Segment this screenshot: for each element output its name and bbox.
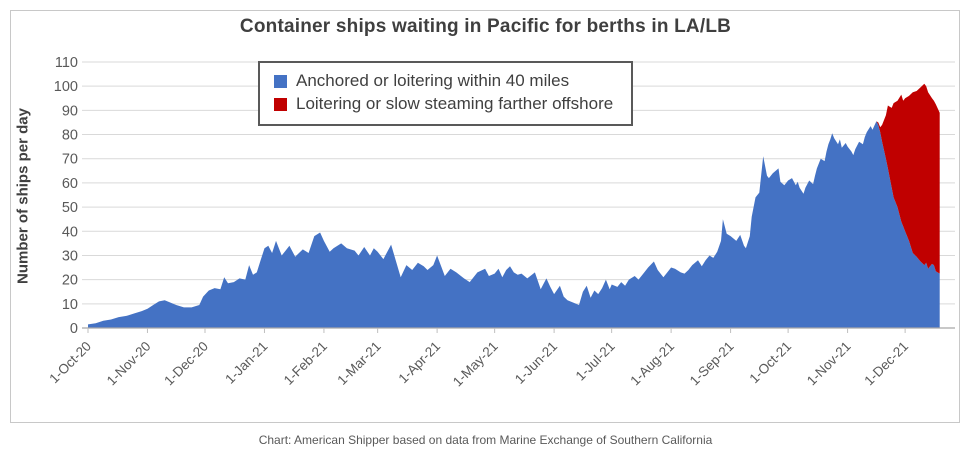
svg-text:80: 80 [62,128,78,144]
source-caption: Chart: American Shipper based on data fr… [258,433,713,447]
svg-text:1-Aug-21: 1-Aug-21 [627,339,677,389]
chart-legend: Anchored or loitering within 40 miles Lo… [258,61,634,126]
svg-text:110: 110 [55,55,78,71]
svg-text:70: 70 [62,152,78,168]
svg-text:1-Oct-21: 1-Oct-21 [746,339,794,387]
svg-text:1-Dec-21: 1-Dec-21 [861,339,911,389]
y-tick-labels: 0 10 20 30 40 50 60 70 80 90 100 110 [54,55,78,337]
svg-text:1-Jun-21: 1-Jun-21 [512,339,560,387]
area-loitering-farther-offshore [876,83,940,274]
svg-text:1-Nov-21: 1-Nov-21 [804,339,854,389]
svg-text:0: 0 [70,321,78,337]
chart-title: Container ships waiting in Pacific for b… [239,16,732,37]
legend-item-anchored: Anchored or loitering within 40 miles [274,71,613,91]
legend-label-offshore: Loitering or slow steaming farther offsh… [296,94,614,113]
svg-text:1-Sep-21: 1-Sep-21 [687,339,737,389]
area-anchored-within-40-miles [88,121,940,328]
svg-text:40: 40 [62,224,78,240]
legend-swatch-blue-icon [274,74,287,88]
svg-text:1-Mar-21: 1-Mar-21 [334,339,383,388]
svg-text:10: 10 [62,297,78,313]
svg-text:50: 50 [62,200,78,216]
svg-text:1-Jan-21: 1-Jan-21 [222,339,270,387]
svg-text:1-May-21: 1-May-21 [450,339,501,390]
svg-text:1-Oct-20: 1-Oct-20 [46,339,94,387]
svg-text:60: 60 [62,176,78,192]
svg-text:1-Jul-21: 1-Jul-21 [573,339,618,384]
svg-text:20: 20 [62,273,78,289]
svg-text:100: 100 [54,79,78,95]
svg-text:1-Apr-21: 1-Apr-21 [395,339,443,387]
legend-swatch-red-icon [274,97,287,111]
svg-text:1-Feb-21: 1-Feb-21 [281,339,330,388]
svg-text:1-Nov-20: 1-Nov-20 [104,339,154,389]
svg-text:30: 30 [62,248,78,264]
legend-item-offshore: Loitering or slow steaming farther offsh… [274,94,613,114]
svg-text:90: 90 [62,103,78,119]
x-tick-labels: 1-Oct-20 1-Nov-20 1-Dec-20 1-Jan-21 1-Feb-21… [46,328,911,389]
svg-text:1-Dec-20: 1-Dec-20 [161,339,211,389]
legend-label-anchored: Anchored or loitering within 40 miles [296,71,570,90]
